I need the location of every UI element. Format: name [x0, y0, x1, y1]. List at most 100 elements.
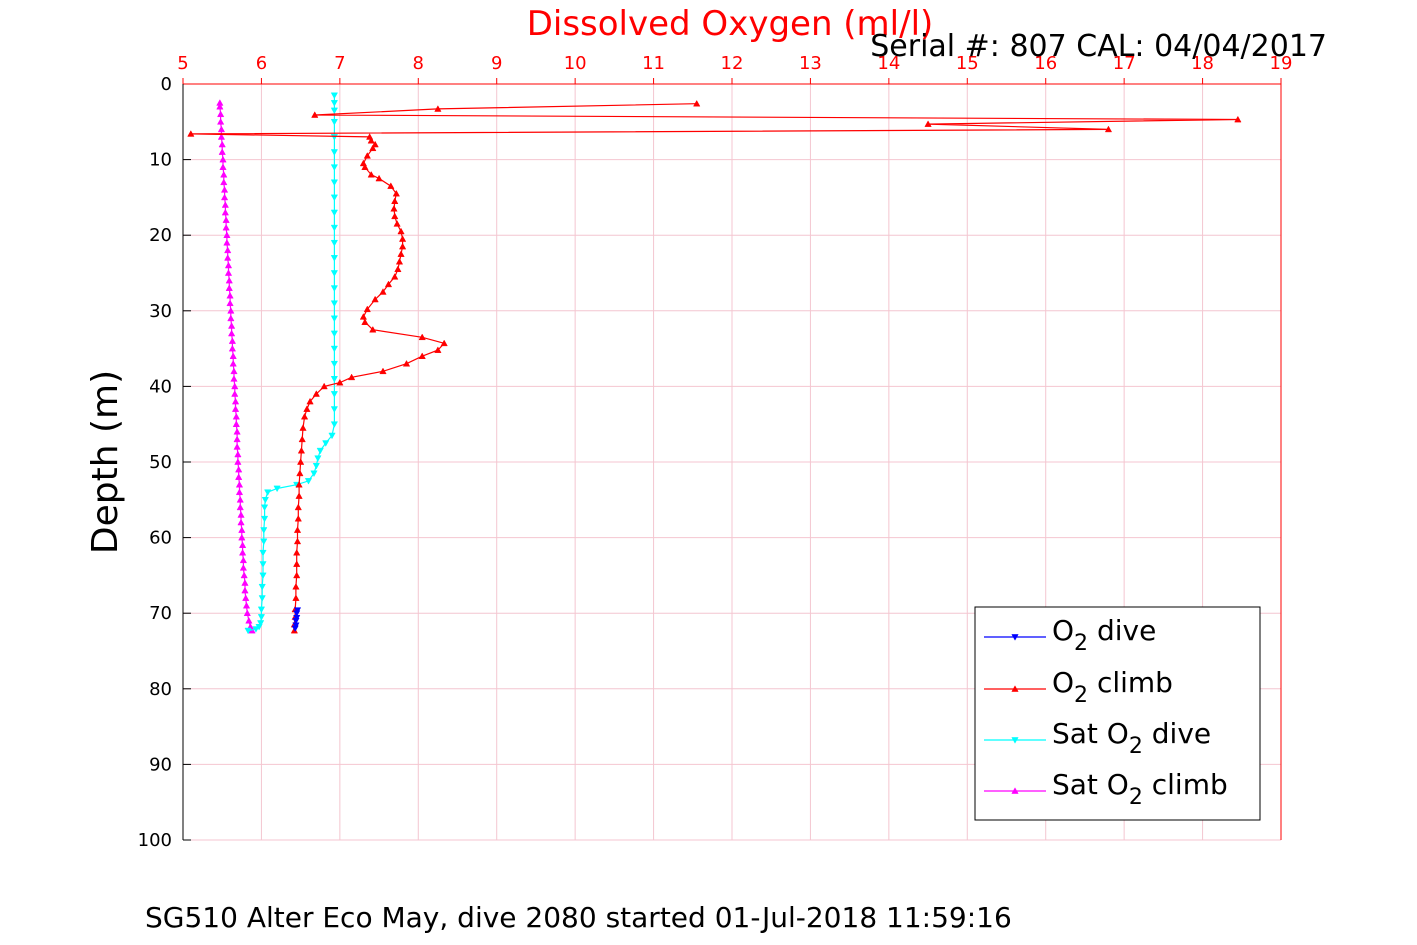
- y-tick-label: 40: [149, 376, 172, 397]
- series-layer: [187, 92, 1242, 635]
- legend-label-text: climb: [1088, 666, 1173, 699]
- data-point-sat_dive: [330, 421, 338, 428]
- data-point-sat_climb: [238, 533, 246, 541]
- data-point-sat_climb: [238, 526, 246, 533]
- data-point-o2_climb: [363, 152, 371, 159]
- x-tick-label: 10: [564, 53, 587, 74]
- y-tick-label: 60: [149, 528, 172, 549]
- data-point-o2_climb: [924, 120, 932, 127]
- data-point-sat_climb: [239, 564, 248, 571]
- data-point-sat_dive: [258, 595, 266, 602]
- data-point-sat_climb: [233, 443, 241, 450]
- data-point-sat_climb: [231, 390, 239, 397]
- data-point-sat_climb: [231, 405, 240, 412]
- data-point-sat_dive: [264, 489, 272, 496]
- data-point-o2_climb: [395, 257, 404, 265]
- data-point-o2_climb: [303, 405, 311, 412]
- data-point-sat_dive: [330, 345, 338, 353]
- legend-entry-sat_dive: Sat O2 dive: [984, 717, 1211, 759]
- data-point-sat_dive: [330, 194, 338, 202]
- data-point-o2_climb: [369, 325, 377, 333]
- data-point-sat_dive: [330, 330, 338, 338]
- data-point-sat_climb: [223, 239, 231, 246]
- legend-entry-o2_dive: O2 dive: [984, 614, 1156, 656]
- data-point-sat_climb: [237, 511, 245, 518]
- data-point-sat_dive: [244, 627, 252, 635]
- y-tick-label: 50: [149, 452, 172, 473]
- data-point-o2_climb: [320, 382, 328, 390]
- y-tick-label: 100: [138, 830, 172, 851]
- data-point-o2_climb: [366, 133, 374, 140]
- data-point-sat_dive: [261, 496, 269, 504]
- data-point-o2_dive: [292, 617, 300, 625]
- legend-entry-o2_climb: O2 climb: [984, 666, 1173, 708]
- data-point-sat_dive: [328, 432, 336, 440]
- data-point-sat_dive: [310, 470, 318, 478]
- legend-label-subscript: 2: [1074, 683, 1088, 708]
- legend-label-sat_dive: Sat O2 dive: [1052, 717, 1211, 759]
- data-point-sat_climb: [245, 617, 253, 624]
- axes: [182, 78, 1282, 841]
- x-tick-label: 17: [1113, 53, 1136, 74]
- data-point-o2_climb: [387, 182, 395, 189]
- data-point-sat_dive: [330, 285, 338, 292]
- data-point-o2_climb: [359, 313, 368, 320]
- legend-label-text: climb: [1143, 768, 1228, 801]
- data-point-o2_climb: [293, 571, 301, 579]
- series-o2_dive: [291, 607, 302, 633]
- legend-label-subscript: 2: [1129, 785, 1143, 810]
- data-point-sat_climb: [231, 382, 239, 390]
- legend-label-subscript: 2: [1074, 631, 1088, 656]
- x-tick-label: 14: [877, 53, 900, 74]
- data-point-sat_dive: [330, 107, 338, 115]
- data-point-o2_climb: [693, 99, 701, 107]
- data-point-sat_dive: [330, 376, 338, 383]
- data-point-sat_climb: [226, 291, 234, 299]
- data-point-o2_climb: [384, 280, 393, 288]
- chart-title: Dissolved Oxygen (ml/l): [527, 4, 934, 44]
- data-point-sat_climb: [236, 503, 244, 511]
- data-point-o2_climb: [391, 197, 399, 204]
- data-point-sat_climb: [222, 216, 230, 223]
- data-point-sat_dive: [330, 164, 338, 171]
- data-point-o2_climb: [293, 560, 301, 567]
- data-point-sat_dive: [330, 255, 338, 262]
- data-point-sat_climb: [234, 450, 242, 458]
- data-point-sat_dive: [273, 485, 281, 493]
- y-tick-label: 90: [149, 754, 172, 775]
- y-tick-label: 0: [161, 74, 172, 95]
- data-point-sat_dive: [259, 561, 267, 568]
- data-point-o2_climb: [295, 480, 303, 488]
- data-point-sat_climb: [233, 435, 241, 443]
- data-point-sat_dive: [330, 209, 338, 217]
- data-point-o2_climb: [297, 458, 305, 465]
- data-point-sat_dive: [330, 406, 338, 413]
- data-point-sat_dive: [257, 614, 266, 621]
- x-tick-label: 13: [799, 53, 822, 74]
- data-point-o2_climb: [394, 265, 402, 273]
- legend-label-text: Sat O: [1052, 768, 1129, 801]
- data-point-o2_climb: [391, 273, 399, 280]
- data-point-sat_climb: [234, 458, 242, 465]
- data-point-sat_dive: [330, 100, 338, 107]
- legend-label-text: dive: [1088, 614, 1156, 647]
- data-point-o2_climb: [347, 373, 356, 381]
- data-point-sat_climb: [217, 133, 226, 140]
- data-point-sat_dive: [316, 447, 324, 455]
- data-point-o2_climb: [418, 352, 426, 359]
- data-point-sat_climb: [242, 601, 251, 609]
- data-point-o2_climb: [397, 250, 405, 257]
- x-tick-label: 5: [177, 53, 188, 74]
- data-point-sat_dive: [330, 92, 338, 100]
- data-point-sat_climb: [225, 276, 233, 284]
- x-tick-label: 15: [956, 53, 979, 74]
- data-point-sat_climb: [224, 261, 233, 269]
- data-point-o2_climb: [292, 594, 300, 601]
- data-point-sat_climb: [232, 412, 240, 420]
- data-point-o2_climb: [391, 212, 399, 220]
- legend-label-sat_climb: Sat O2 climb: [1052, 768, 1228, 810]
- data-point-o2_climb: [440, 339, 448, 347]
- data-point-sat_climb: [238, 549, 247, 556]
- data-point-sat_climb: [218, 140, 226, 148]
